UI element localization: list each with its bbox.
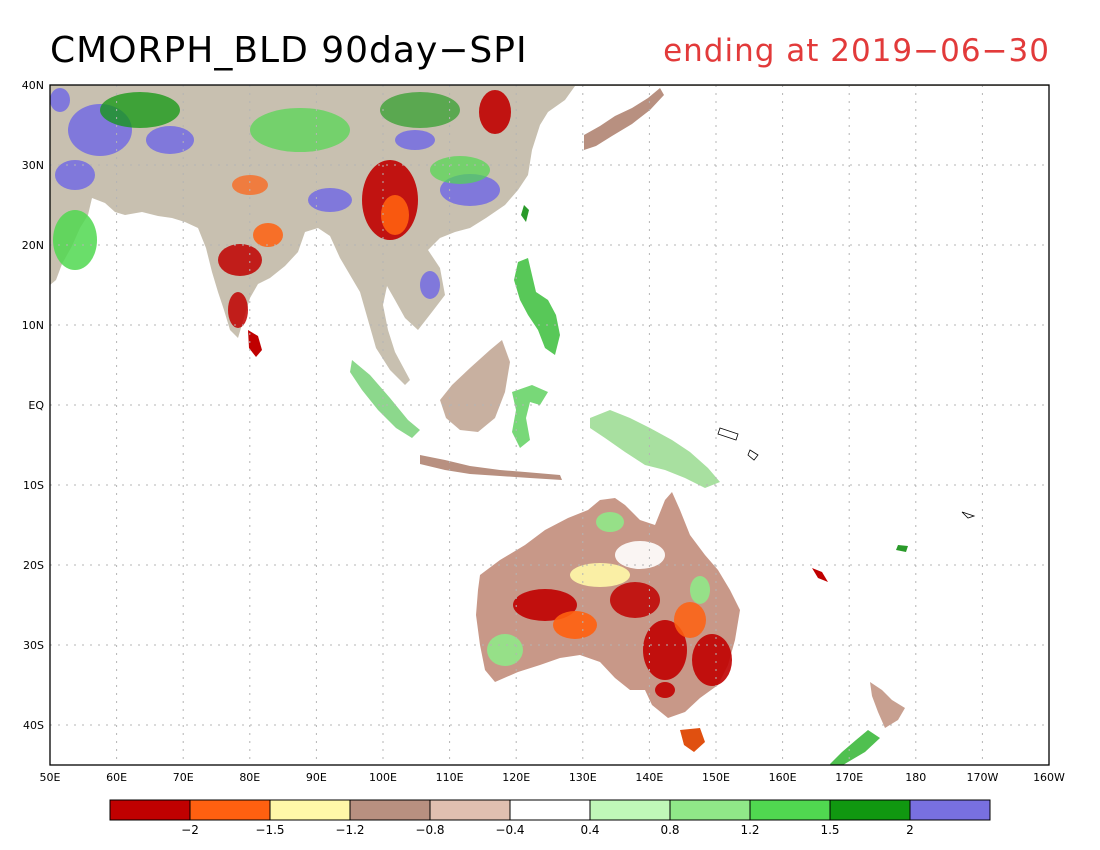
legend-label: −2 [181, 823, 199, 837]
map-title: CMORPH_BLD 90day−SPI [50, 30, 528, 71]
lon-label: 60E [106, 771, 127, 784]
lat-label: EQ [28, 399, 44, 412]
borneo [440, 340, 510, 432]
lat-label: 20S [23, 559, 44, 572]
lon-label: 160E [769, 771, 797, 784]
map-area [50, 85, 1049, 765]
lat-label: 10S [23, 479, 44, 492]
new-zealand-north [870, 682, 905, 728]
lon-label: 100E [369, 771, 397, 784]
lon-label: 120E [502, 771, 530, 784]
lat-label: 30N [22, 159, 44, 172]
sumatra [350, 360, 420, 438]
legend-swatch [189, 799, 271, 821]
legend-swatch [429, 799, 511, 821]
philippines [514, 258, 560, 355]
new-guinea [590, 410, 720, 488]
lon-label: 90E [306, 771, 327, 784]
lon-axis: 50E 60E 70E 80E 90E 100E 110E 120E 130E 140E 150E 1… [40, 771, 1066, 784]
legend-swatch [829, 799, 911, 821]
japan [584, 88, 664, 150]
legend-swatch [109, 799, 191, 821]
lat-label: 30S [23, 639, 44, 652]
lon-label: 180 [905, 771, 926, 784]
asia-land [50, 85, 1049, 385]
lon-label: 130E [569, 771, 597, 784]
legend-swatch [509, 799, 591, 821]
legend-swatch [589, 799, 671, 821]
lat-label: 40S [23, 719, 44, 732]
legend-label: 1.5 [820, 823, 839, 837]
lon-label: 80E [239, 771, 260, 784]
legend-swatch [669, 799, 751, 821]
legend-label: 0.8 [660, 823, 679, 837]
legend-label: −1.5 [255, 823, 284, 837]
java [420, 455, 562, 480]
sulawesi [512, 385, 548, 448]
legend-label: 0.4 [580, 823, 599, 837]
legend-label: 2 [906, 823, 914, 837]
tasmania [680, 728, 705, 752]
lon-label: 160W [1033, 771, 1065, 784]
legend-label: 1.2 [740, 823, 759, 837]
lon-label: 50E [40, 771, 61, 784]
map-grid [50, 85, 1049, 765]
map-subtitle: ending at 2019−06−30 [663, 33, 1050, 69]
lon-label: 110E [436, 771, 464, 784]
lon-label: 150E [702, 771, 730, 784]
lat-label: 40N [22, 79, 44, 92]
map-frame [49, 84, 1050, 766]
legend-swatch [269, 799, 351, 821]
legend-swatch [909, 799, 991, 821]
legend-swatch [349, 799, 431, 821]
color-legend: −2 −1.5 −1.2 −0.8 −0.4 0.4 0.8 1.2 1.5 2 [109, 799, 991, 837]
lat-axis: 40N 30N 20N 10N EQ 10S 20S 30S 40S [22, 79, 45, 732]
lat-label: 10N [22, 319, 44, 332]
legend-label: −1.2 [335, 823, 364, 837]
legend-label: −0.4 [495, 823, 524, 837]
new-zealand-south [830, 730, 880, 765]
lat-label: 20N [22, 239, 44, 252]
lon-label: 140E [635, 771, 663, 784]
lon-label: 70E [173, 771, 194, 784]
lon-label: 170W [966, 771, 998, 784]
legend-swatch [749, 799, 831, 821]
sri-lanka [248, 330, 262, 357]
legend-label: −0.8 [415, 823, 444, 837]
lon-label: 170E [835, 771, 863, 784]
